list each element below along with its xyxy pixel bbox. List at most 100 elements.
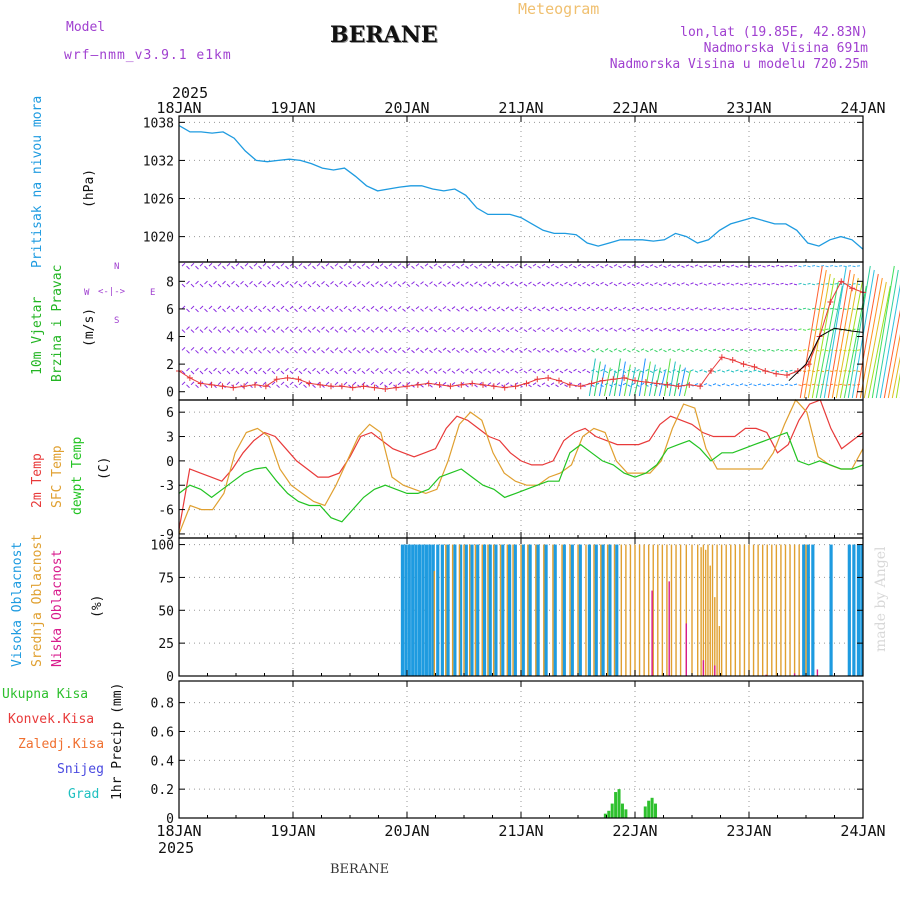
wind-barb — [726, 369, 730, 372]
wind-barb — [388, 329, 393, 333]
wind-barb — [343, 347, 348, 351]
wind-barb — [253, 283, 258, 288]
wind-barb — [190, 283, 195, 288]
wind-barb — [469, 370, 474, 374]
wind-barb — [766, 283, 771, 286]
wind-barb — [280, 381, 285, 386]
wind-barb — [420, 308, 424, 312]
x-tick-label-bottom: 18JAN — [156, 822, 201, 840]
wind-barb — [456, 265, 460, 269]
wind-barb — [735, 349, 739, 352]
wind-barb — [532, 382, 537, 386]
wind-speed-marker — [436, 381, 443, 388]
wind-barb — [514, 283, 519, 287]
wind-barb — [298, 329, 303, 333]
wind-barb — [460, 263, 465, 267]
wind-barb — [663, 327, 667, 331]
wind-barb — [186, 384, 190, 389]
wind-barb — [690, 369, 694, 372]
y-tick-label: 100 — [151, 539, 174, 554]
wind-speed-marker — [230, 384, 237, 391]
wind-barb — [496, 306, 501, 310]
wind-speed-marker — [295, 376, 302, 383]
wind-barb — [726, 265, 730, 268]
wind-barb — [487, 283, 492, 287]
wind-barb — [190, 370, 195, 375]
wind-barb — [609, 349, 613, 353]
wind-barb — [487, 329, 492, 333]
wind-barb — [699, 265, 703, 268]
wind-gust-stroke — [827, 269, 851, 399]
wind-barb — [775, 264, 780, 267]
wind-barb — [586, 263, 591, 267]
cloud-bar — [752, 544, 755, 676]
wind-barb — [721, 383, 726, 386]
wind-barb — [366, 349, 370, 354]
wind-barb — [298, 381, 303, 386]
wind-barb — [735, 282, 739, 285]
axis-layer: 18JAN 18JAN 19JAN 19JAN 20JAN 20JAN 21JAN 21JAN… — [143, 99, 886, 840]
wind-barb — [289, 347, 294, 351]
wind-barb — [195, 367, 199, 372]
wind-barb — [433, 347, 438, 351]
wind-barb — [420, 265, 424, 269]
wind-barb — [604, 283, 609, 287]
cloud-bar — [414, 544, 418, 676]
wind-barb — [564, 281, 568, 285]
wind-barb — [388, 381, 393, 386]
cloud-bar — [411, 544, 415, 676]
lonlat-label: lon,lat (19.85E, 42.83N) — [680, 25, 868, 40]
wind-barb — [181, 283, 186, 288]
wind-barb — [280, 305, 285, 310]
wind-barb — [456, 281, 460, 285]
wind-barb — [312, 367, 316, 372]
wind-barb — [564, 384, 568, 388]
wind-barb — [352, 381, 357, 386]
wind-barb — [555, 349, 559, 353]
wind-barb — [307, 329, 312, 333]
wind-gust-stroke — [683, 370, 691, 397]
wind-gust-stroke — [663, 358, 671, 397]
wind-barb — [312, 326, 316, 330]
wind-barb — [541, 263, 546, 267]
wind-barb — [744, 369, 748, 372]
wind-barb — [307, 305, 312, 310]
wind-barb — [303, 280, 307, 285]
cloud-bar — [508, 544, 512, 676]
wind-barb — [627, 349, 631, 353]
cloud-bar — [685, 623, 687, 676]
wind-barb — [771, 369, 775, 372]
cloud-bar — [400, 544, 405, 676]
wind-barb — [573, 265, 577, 269]
wind-barb — [312, 265, 316, 270]
wind-barb — [285, 308, 289, 313]
wind-speed-marker — [784, 372, 790, 379]
wind-gust-stroke — [658, 370, 666, 397]
cloud-bar — [476, 544, 480, 676]
cloud-bar — [661, 544, 664, 676]
wind-barb — [352, 305, 357, 310]
wind-barb — [721, 283, 726, 286]
wind-barb — [550, 370, 555, 374]
wind-gust-stroke — [811, 277, 835, 399]
wind-barb — [825, 349, 829, 352]
wind-barb — [339, 308, 343, 312]
wind-barb — [793, 307, 798, 310]
wind-barb — [393, 265, 397, 270]
wind-barb — [775, 307, 780, 310]
cloud-bar — [615, 544, 619, 676]
cloud-bar — [601, 544, 605, 676]
wind-barb — [244, 305, 249, 310]
wind-barb — [321, 280, 325, 285]
wind-barb — [334, 263, 339, 267]
wind-barb — [568, 306, 573, 310]
wind-barb — [703, 283, 708, 286]
wind-barb — [676, 329, 681, 332]
x-tick-label-bottom: 22JAN — [612, 822, 657, 840]
y-tick-label: 0.8 — [151, 697, 174, 712]
wind-barb — [532, 347, 537, 351]
wind-speed-marker — [371, 384, 378, 391]
wind-barb — [622, 264, 627, 267]
wind-barb — [231, 349, 235, 354]
cloud-bar — [513, 544, 517, 676]
